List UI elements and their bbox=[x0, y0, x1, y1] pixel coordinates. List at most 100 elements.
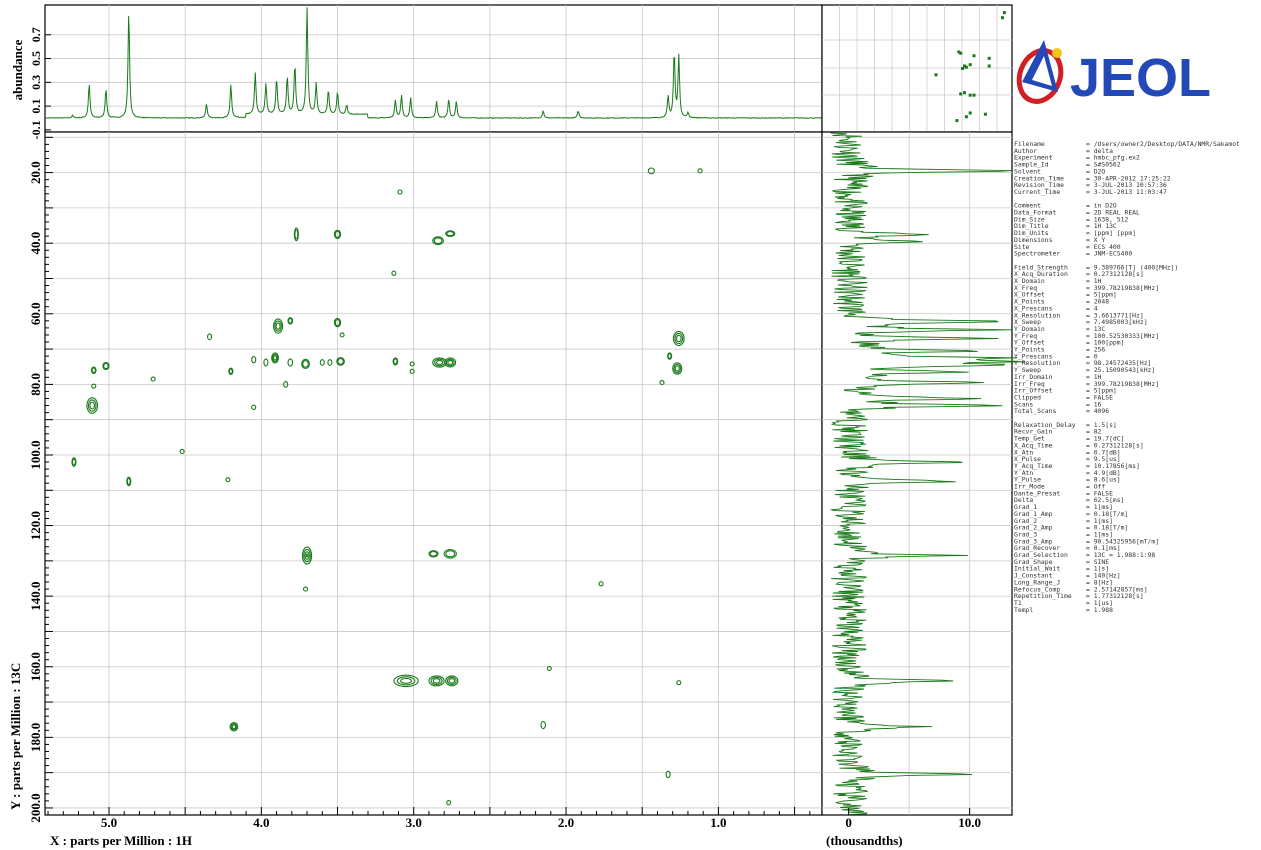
contour-ring bbox=[274, 320, 282, 332]
y-tick-label: 40.0 bbox=[28, 232, 43, 255]
side-tick-label: 10.0 bbox=[958, 815, 981, 830]
cross-peak bbox=[428, 675, 445, 687]
mini-map-spot bbox=[957, 50, 961, 54]
parameter-value: = delta bbox=[1086, 147, 1113, 155]
parameter-key: Y_Freq bbox=[1014, 332, 1037, 340]
contour-ring bbox=[445, 230, 456, 238]
parameter-value: = 100[ppm] bbox=[1086, 339, 1124, 347]
y-tick-label: 60.0 bbox=[28, 302, 43, 325]
parameter-value: = 62.5[ms] bbox=[1086, 496, 1124, 504]
contour-ring bbox=[304, 551, 310, 560]
parameter-key: X_Atn bbox=[1014, 448, 1033, 456]
cross-peak bbox=[91, 383, 97, 389]
parameter-key: Author bbox=[1014, 147, 1037, 155]
contour-ring bbox=[396, 676, 416, 686]
contour-ring bbox=[90, 366, 97, 374]
parameter-key: Grad_2 bbox=[1014, 517, 1037, 525]
contour-ring bbox=[229, 721, 239, 732]
contour-ring bbox=[443, 549, 457, 559]
parameter-value: = 399.78219838[MHz] bbox=[1086, 284, 1159, 292]
mini-map-spot bbox=[963, 91, 966, 95]
contour-ring bbox=[546, 665, 552, 672]
parameter-key: Current_Time bbox=[1014, 188, 1060, 196]
parameter-value: = 3-JUL-2013 11:03:47 bbox=[1086, 188, 1167, 196]
parameter-value: = 1H 13C bbox=[1086, 222, 1117, 230]
cross-peak bbox=[697, 168, 703, 174]
top-projection-trace bbox=[45, 7, 822, 119]
cross-peak bbox=[301, 546, 313, 565]
contour-ring bbox=[409, 368, 415, 374]
parameter-value: = 1.988 bbox=[1086, 606, 1113, 614]
contour-ring bbox=[103, 362, 109, 370]
parameter-value: = 1[us] bbox=[1086, 599, 1113, 607]
contour-ring bbox=[333, 229, 342, 240]
contour-ring bbox=[665, 770, 671, 779]
parameter-value: = 4.9[dB] bbox=[1086, 469, 1121, 477]
contour-ring bbox=[272, 318, 284, 334]
parameter-key: Temp_Get bbox=[1014, 435, 1045, 443]
top-y-tick-label: -0.1 bbox=[29, 120, 43, 139]
parameter-value: = 1[ms] bbox=[1086, 517, 1113, 525]
contour-ring bbox=[273, 355, 278, 361]
contour-ring bbox=[150, 376, 156, 382]
mini-map-spot bbox=[968, 93, 972, 97]
side-projection-xlabel: (thousandths) bbox=[826, 833, 903, 848]
cross-peak bbox=[263, 358, 269, 367]
cross-peak bbox=[283, 381, 289, 388]
cross-peak bbox=[229, 721, 239, 732]
parameter-key: X_Points bbox=[1014, 298, 1045, 306]
parameter-key: Grad_3 bbox=[1014, 530, 1037, 538]
parameter-key: Grad_Selection bbox=[1014, 551, 1068, 559]
contour-ring bbox=[228, 368, 233, 375]
mini-map-frame bbox=[821, 4, 1013, 133]
parameter-value: = 2D REAL REAL bbox=[1086, 209, 1140, 217]
contour-ring bbox=[598, 581, 604, 587]
parameter-key: Dim_Size bbox=[1014, 215, 1045, 223]
parameter-key: Templ bbox=[1014, 606, 1033, 614]
contour-ring bbox=[667, 353, 672, 359]
cross-peak bbox=[392, 357, 399, 366]
contour-ring bbox=[302, 360, 309, 368]
y-tick-label: 200.0 bbox=[28, 793, 43, 822]
parameter-key: Total_Scans bbox=[1014, 407, 1056, 415]
parameter-key: Delta bbox=[1014, 496, 1033, 504]
parameter-key: Irr_Domain bbox=[1014, 373, 1053, 381]
parameter-key: Grad_Recover bbox=[1014, 544, 1060, 552]
cross-peak bbox=[665, 770, 671, 779]
cross-peak bbox=[293, 227, 299, 242]
parameter-value: = 3.6613771[Hz] bbox=[1086, 311, 1144, 319]
parameter-key: J_Constant bbox=[1014, 572, 1053, 580]
y-axis-title: Y : parts per Million : 13C bbox=[8, 663, 23, 810]
contour-ring bbox=[337, 358, 344, 365]
parameter-value: = 30-APR-2012 17:25:22 bbox=[1086, 174, 1171, 182]
parameter-key: Irr_Offset bbox=[1014, 387, 1053, 395]
contour-ring bbox=[393, 358, 398, 365]
contour-ring bbox=[294, 229, 299, 240]
cross-peak bbox=[409, 368, 415, 374]
contour-ring bbox=[230, 723, 238, 731]
contour-ring bbox=[86, 397, 99, 414]
contour-ring bbox=[444, 357, 457, 368]
cross-peak bbox=[659, 380, 665, 386]
parameter-value: = 90.54325956[mT/m] bbox=[1086, 537, 1159, 545]
parameter-value: = /Users/owner2/Desktop/DATA/NMR/Sakamot bbox=[1086, 140, 1240, 148]
parameter-value: = D2O bbox=[1086, 167, 1105, 175]
parameter-value: = 1H bbox=[1086, 373, 1102, 381]
contour-ring bbox=[400, 677, 412, 684]
cross-peak bbox=[327, 359, 333, 366]
parameter-value: = 5[ppm] bbox=[1086, 387, 1117, 395]
parameter-value: = 1H bbox=[1086, 277, 1102, 285]
parameter-key: Experiment bbox=[1014, 154, 1053, 162]
contour-ring bbox=[672, 362, 683, 375]
contour-ring bbox=[436, 359, 444, 366]
parameter-key: Grad_3_Amp bbox=[1014, 537, 1053, 545]
cross-peak bbox=[676, 680, 682, 686]
contour-ring bbox=[445, 358, 455, 367]
cross-peak bbox=[287, 317, 294, 325]
y-tick-label: 80.0 bbox=[28, 373, 43, 396]
parameter-value: = 1[ms] bbox=[1086, 503, 1113, 511]
cross-peak bbox=[397, 189, 403, 195]
mini-map-spot bbox=[964, 65, 968, 69]
contour-ring bbox=[271, 352, 279, 364]
parameter-value: = 0.27312128[s] bbox=[1086, 270, 1144, 278]
